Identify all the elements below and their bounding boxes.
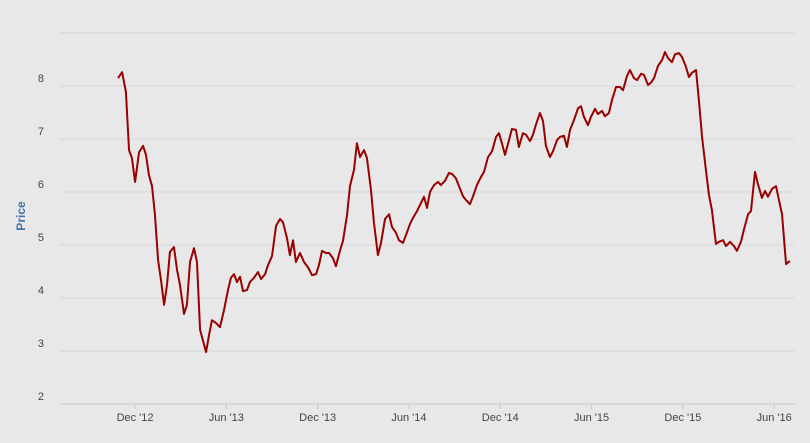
x-tick-label: Dec '14: [482, 412, 519, 424]
x-tick-label: Jun '15: [574, 412, 609, 424]
y-tick-label: 6: [38, 179, 44, 191]
y-axis-label: Price: [14, 201, 28, 231]
x-tick-label: Dec '12: [117, 412, 154, 424]
y-tick-label: 7: [38, 126, 44, 138]
x-tick-label: Jun '13: [209, 412, 244, 424]
y-tick-label: 4: [38, 285, 44, 297]
data-line: [117, 51, 791, 354]
x-tick-label: Jun '16: [757, 412, 792, 424]
y-tick-label: 3: [38, 338, 44, 350]
x-tick-label: Dec '13: [299, 412, 336, 424]
y-tick-label: 8: [38, 73, 44, 85]
x-tick-label: Jun '14: [391, 412, 426, 424]
y-tick-label: 5: [38, 232, 44, 244]
y-tick-label: 2: [38, 391, 44, 403]
x-tick-label: Dec '15: [664, 412, 701, 424]
